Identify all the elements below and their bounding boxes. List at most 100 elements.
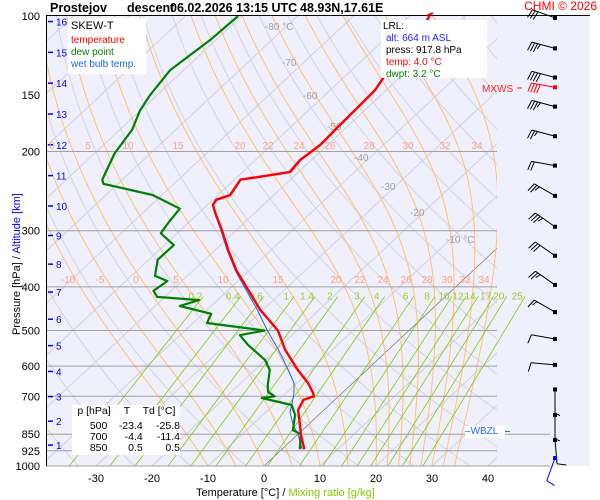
dry-adiabat [287,16,497,269]
moist-adiabat-label: 24 [293,141,305,152]
temperature-tick-label: -30 [88,473,104,485]
wind-barb [527,362,557,372]
wind-barb [527,334,557,344]
altitude-tick-label: 2 [56,417,62,428]
dew-point-line [101,16,302,450]
max-wind-barb [527,82,557,94]
barb-flag [533,216,541,224]
barb-staff [531,99,556,108]
barb-station-dot [553,456,557,461]
barb-flag [530,185,538,193]
altitude-tick-label: 3 [56,393,62,404]
table-row: 500 -23.4 -25.8 [72,421,180,432]
axes [46,12,590,466]
moist-adiabat-label: 30 [441,275,453,286]
temperature-tick-label: 20 [370,473,382,485]
barb-station-dot [553,15,557,20]
mixing-ratio-label: 0.4 [226,291,240,302]
pressure-tick-label: 600 [22,361,40,373]
barb-flag [527,299,535,308]
wind-barb [528,270,557,287]
mixing-ratio-line [322,296,436,466]
temperature-tick-label: 0 [261,473,267,485]
wind-barb [528,212,557,229]
temperature-tick-label: 30 [426,473,438,485]
moist-adiabat-label: 34 [471,141,483,152]
isotherm [46,16,354,305]
moist-adiabat-label: 28 [363,141,375,152]
lrl-press: press: 917.8 hPa [386,45,462,56]
barb-station-dot [553,282,557,287]
barb-staff [531,334,556,340]
barb-flag [536,44,541,50]
moist-adiabat-label: 24 [377,275,389,286]
barb-flag [530,272,539,280]
moist-adiabat-label: 26 [324,141,336,152]
moist-adiabat-label: 26 [400,275,412,286]
pressure-tick-label: 1000 [16,461,40,473]
altitude-tick-label: 8 [56,260,62,271]
barb-staff [531,160,556,167]
barb-station-dot [553,85,557,90]
isotherm [375,352,497,466]
wbzl-label: –WBZL [465,426,505,438]
pressure-tick-label: 300 [22,226,40,238]
barb-station-dot [553,46,557,51]
barb-station-dot [553,387,557,392]
profiles [101,16,431,450]
barb-flag [527,183,535,191]
barb-flag [527,362,532,372]
mixing-ratio-label: 12 [452,291,464,302]
moist-adiabat-label: 22 [354,275,366,286]
pressure-tick-label: 700 [22,391,40,403]
isotherm [46,16,130,95]
barb-flag [557,463,567,466]
mixing-ratio-label: 10 [438,291,450,302]
barb-flag [532,43,539,53]
pressure-tick-label: 850 [22,429,40,441]
barb-flag [533,83,538,93]
moist-adiabat-label: -5 [96,275,105,286]
barb-staff [533,183,556,197]
wind-barb [527,99,557,111]
y-axis-title: Pressure [hPa] / Altitude [km] [11,193,23,335]
barb-station-dot [553,362,557,367]
temperature-tick-label: 40 [482,473,494,485]
barb-flag [530,71,536,81]
mixing-ratio-label: 14 [465,291,477,302]
moist-adiabat-label: 20 [330,275,342,286]
moist-adiabat-label: 32 [439,141,451,152]
barb-flag [532,101,539,111]
pressure-tick-label: 150 [22,90,40,102]
lrl-dwpt: dwpt: 3.2 °C [386,69,441,80]
isotherm-label: -30 [381,182,396,193]
barb-flag [533,131,539,137]
barb-station-dot [553,224,557,229]
mixing-ratio-line [341,296,453,466]
isotherm [319,299,497,466]
barb-station-dot [553,336,557,341]
barb-station-dot [553,75,557,80]
header-p: p [hPa] [77,405,111,417]
moist-adiabat-label: 0 [133,275,139,286]
moist-adiabat-label: -10 [61,275,76,286]
mixing-ratio-line [215,296,339,466]
barb-flag [528,241,536,249]
barb-flag [527,334,532,344]
barb-flag [530,161,535,171]
barb-flag [530,214,539,222]
isotherm [207,195,497,466]
wbzl-text: WBZL [470,426,499,437]
wind-barb [528,241,557,258]
mixing-ratio-line [267,296,386,466]
barb-flag [536,102,541,108]
isotherm-label: -70 [282,58,297,69]
lrl-title: LRL: [383,21,405,32]
dry-adiabat [316,16,497,234]
mixing-ratio-label: 0.6 [249,291,263,302]
barb-flag [530,243,539,251]
legend: SKEW-T temperature dew point wet bulb te… [68,18,146,74]
temperature-tick-label: -20 [144,473,160,485]
isotherm-label: -60 [303,91,318,102]
moist-adiabat-label: 10 [217,275,229,286]
